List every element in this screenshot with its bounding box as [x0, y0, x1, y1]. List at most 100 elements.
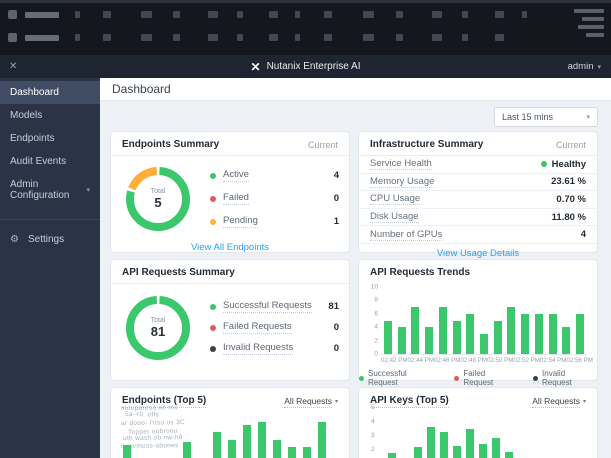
bar[interactable] — [425, 327, 434, 354]
y-tick-label: 2 — [374, 337, 378, 345]
infra-row: CPU Usage 0.70 % — [359, 191, 597, 209]
toolbar-glyph-icon[interactable] — [324, 11, 332, 18]
bar[interactable] — [452, 446, 461, 458]
toolbar-glyph-icon[interactable] — [75, 34, 80, 41]
legend-item: Invalid Request — [533, 369, 597, 387]
toolbar-app-icon-2[interactable] — [8, 33, 17, 42]
toolbar-glyph-icon[interactable] — [269, 11, 278, 18]
toolbar-glyph-icon[interactable] — [295, 34, 300, 41]
bar[interactable] — [478, 444, 487, 458]
endpoints-donut-chart: Total 5 — [123, 164, 193, 234]
toolbar-glyph-icon[interactable] — [396, 11, 403, 18]
toolbar-glyph-icon[interactable] — [103, 11, 111, 18]
toolbar-glyph-icon[interactable] — [141, 11, 152, 18]
bar[interactable] — [491, 438, 500, 458]
bar[interactable] — [302, 447, 311, 458]
bar[interactable] — [439, 432, 448, 458]
bar[interactable] — [493, 320, 502, 354]
toolbar-glyph-icon[interactable] — [432, 11, 442, 18]
toolbar-glyph-icon[interactable] — [324, 34, 332, 41]
toolbar-glyph-icon[interactable] — [75, 11, 80, 18]
bar-slot — [314, 422, 329, 458]
sidebar-item-models[interactable]: Models — [0, 104, 100, 127]
bar-slot — [532, 313, 546, 354]
bar[interactable] — [227, 440, 236, 458]
bar[interactable] — [576, 313, 585, 354]
toolbar-glyph-icon[interactable] — [173, 34, 180, 41]
toolbar-glyph-icon[interactable] — [141, 34, 152, 41]
view-all-endpoints-link[interactable]: View All Endpoints — [191, 242, 269, 253]
bar[interactable] — [212, 432, 221, 458]
bar[interactable] — [383, 320, 392, 354]
bar[interactable] — [257, 422, 266, 458]
toolbar-glyph-icon[interactable] — [522, 11, 527, 18]
bar[interactable] — [397, 327, 406, 354]
toolbar-glyph-icon[interactable] — [208, 11, 218, 18]
user-menu[interactable]: admin ▾ — [568, 55, 601, 78]
bar[interactable] — [465, 429, 474, 458]
infra-row-value: 11.80 % — [551, 211, 586, 223]
toolbar-glyph-icon[interactable] — [103, 34, 111, 41]
sidebar-item-endpoints[interactable]: Endpoints — [0, 127, 100, 150]
toolbar-glyph-icon[interactable] — [396, 34, 403, 41]
card-endpoints-top5: Endpoints (Top 5) All Requests ▾ moopare… — [110, 387, 350, 458]
toolbar-glyph-icon[interactable] — [363, 11, 374, 18]
bar[interactable] — [562, 327, 571, 354]
legend-dot — [210, 218, 216, 225]
endpoints-top5-filter[interactable]: All Requests ▾ — [284, 396, 338, 408]
toolbar-app-icon[interactable] — [8, 10, 17, 19]
bar[interactable] — [507, 307, 516, 354]
sidebar-item-settings[interactable]: ⚙ Settings — [0, 230, 100, 249]
donut-center-label: Total — [150, 187, 166, 195]
sidebar-item-dashboard[interactable]: Dashboard — [0, 81, 100, 104]
bar[interactable] — [534, 313, 543, 354]
api-donut-chart: Total 81 — [123, 293, 193, 363]
infra-row: Service Health Healthy — [359, 156, 597, 174]
bar[interactable] — [413, 447, 422, 458]
y-tick-label: 6 — [374, 310, 378, 318]
bar[interactable] — [452, 320, 461, 354]
toolbar-glyph-icon[interactable] — [462, 34, 468, 41]
bar[interactable] — [480, 333, 488, 354]
toolbar-glyph-icon[interactable] — [269, 34, 278, 41]
toolbar-glyph-icon[interactable] — [495, 34, 504, 41]
bar[interactable] — [426, 427, 435, 458]
toolbar-glyph-icon[interactable] — [495, 11, 504, 18]
toolbar-glyph-icon[interactable] — [237, 11, 243, 18]
infra-row: Number of GPUs 4 — [359, 226, 597, 244]
sidebar-item-admin-configuration[interactable]: Admin Configuration ▾ — [0, 173, 100, 207]
gear-icon: ⚙ — [10, 233, 19, 245]
toolbar-glyph-icon[interactable] — [295, 11, 300, 18]
close-icon[interactable]: ✕ — [9, 61, 18, 72]
sidebar-item-audit-events[interactable]: Audit Events — [0, 150, 100, 173]
bar[interactable] — [411, 307, 420, 354]
bar[interactable] — [122, 445, 131, 458]
bar-slot — [437, 432, 450, 458]
bar[interactable] — [317, 422, 326, 458]
bar[interactable] — [438, 307, 447, 354]
y-tick-label: 8 — [374, 296, 378, 304]
toolbar-glyph-icon[interactable] — [173, 11, 180, 18]
app-title: Nutanix Enterprise AI — [266, 61, 361, 72]
bar[interactable] — [182, 442, 191, 458]
toolbar-glyph-icon[interactable] — [208, 34, 218, 41]
bar[interactable] — [272, 440, 281, 458]
toolbar-glyph-icon[interactable] — [462, 11, 468, 18]
bar[interactable] — [387, 453, 396, 458]
toolbar-glyph-icon[interactable] — [432, 34, 442, 41]
bar[interactable] — [521, 313, 530, 354]
api-keys-top5-filter[interactable]: All Requests ▾ — [532, 396, 586, 408]
view-usage-details-link[interactable]: View Usage Details — [436, 247, 520, 259]
sidebar-item-label: Models — [10, 110, 43, 121]
bar[interactable] — [287, 447, 296, 458]
bar-slot — [477, 333, 491, 354]
bar[interactable] — [466, 313, 475, 354]
toolbar-glyph-icon[interactable] — [237, 34, 243, 41]
time-range-dropdown[interactable]: Last 15 mins ▾ — [494, 107, 598, 127]
bar[interactable] — [504, 452, 513, 458]
bar[interactable] — [548, 313, 557, 354]
infra-row-label: CPU Usage — [370, 193, 421, 206]
bar[interactable] — [242, 425, 251, 458]
toolbar-glyph-icon[interactable] — [363, 34, 374, 41]
infra-row: Disk Usage 11.80 % — [359, 209, 597, 227]
